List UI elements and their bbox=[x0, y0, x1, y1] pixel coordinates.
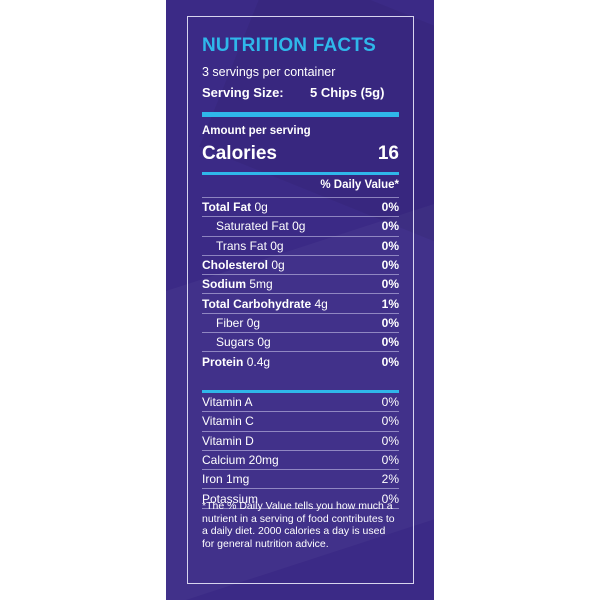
nutrient-list: Total Fat 0g 0% Saturated Fat 0g 0% Tran… bbox=[202, 197, 399, 371]
nutrient-name: Total Carbohydrate bbox=[202, 296, 312, 311]
nutrient-amount: 0g bbox=[257, 335, 271, 350]
vitamin-name: Vitamin D bbox=[202, 433, 254, 448]
nutrient-row: Sodium 5mg 0% bbox=[202, 274, 399, 293]
daily-value-header: % Daily Value* bbox=[320, 179, 399, 191]
vitamin-list: Vitamin A 0% Vitamin C 0% Vitamin D 0% C… bbox=[202, 393, 399, 509]
calories-row: Calories 16 bbox=[202, 143, 399, 165]
nutrient-amount: 0g bbox=[271, 258, 285, 273]
vitamin-row: Vitamin D 0% bbox=[202, 432, 399, 451]
nutrient-name: Sugars bbox=[216, 335, 255, 350]
nutrient-dv: 0% bbox=[381, 354, 399, 369]
label-panel bbox=[166, 0, 434, 600]
nutrient-name: Sodium bbox=[202, 277, 246, 292]
nutrient-name: Cholesterol bbox=[202, 258, 269, 273]
vitamin-dv: 0% bbox=[381, 395, 399, 410]
amount-per-serving: Amount per serving bbox=[202, 125, 311, 137]
serving-size-value: 5 Chips (5g) bbox=[310, 85, 385, 100]
vitamin-dv: 0% bbox=[381, 433, 399, 448]
divider-medium bbox=[202, 390, 399, 393]
nutrient-row: Cholesterol 0g 0% bbox=[202, 254, 399, 274]
vitamin-row: Potassium 0% bbox=[202, 489, 399, 509]
servings-per-container: 3 servings per container bbox=[202, 65, 336, 79]
nutrient-amount: 0.4g bbox=[246, 354, 271, 369]
nutrient-row: Fiber 0g 0% bbox=[202, 312, 399, 332]
nutrient-amount: 0g bbox=[292, 219, 306, 234]
nutrient-row: Saturated Fat 0g 0% bbox=[202, 216, 399, 235]
vitamin-name: Iron 1mg bbox=[202, 472, 250, 487]
nutrition-facts-label: NUTRITION FACTS 3 servings per container… bbox=[187, 16, 414, 584]
nutrient-dv: 0% bbox=[381, 315, 399, 330]
label-title: NUTRITION FACTS bbox=[202, 35, 376, 56]
divider-medium bbox=[202, 172, 399, 175]
nutrient-amount: 0g bbox=[270, 238, 284, 253]
nutrient-dv: 0% bbox=[381, 238, 399, 253]
nutrient-row: Protein 0.4g 0% bbox=[202, 351, 399, 370]
vitamin-row: Iron 1mg 2% bbox=[202, 470, 399, 490]
vitamin-row: Vitamin A 0% bbox=[202, 393, 399, 413]
nutrient-amount: 0g bbox=[254, 200, 268, 215]
nutrient-dv: 0% bbox=[381, 258, 399, 273]
vitamin-dv: 0% bbox=[381, 453, 399, 468]
nutrient-amount: 0g bbox=[246, 315, 261, 330]
nutrient-name: Saturated Fat bbox=[216, 219, 289, 234]
nutrient-row: Total Fat 0g 0% bbox=[202, 197, 399, 216]
vitamin-dv: 0% bbox=[381, 491, 399, 506]
vitamin-name: Potassium bbox=[202, 491, 259, 506]
nutrient-name: Trans Fat bbox=[216, 238, 267, 253]
nutrient-row: Trans Fat 0g 0% bbox=[202, 235, 399, 255]
nutrient-row: Sugars 0g 0% bbox=[202, 332, 399, 351]
nutrient-name: Protein bbox=[202, 354, 244, 369]
calories-value: 16 bbox=[377, 143, 399, 164]
vitamin-name: Vitamin C bbox=[202, 414, 254, 429]
nutrient-dv: 0% bbox=[381, 335, 399, 350]
vitamin-name: Vitamin A bbox=[202, 395, 253, 410]
calories-label: Calories bbox=[202, 143, 277, 164]
daily-value-footnote: *The % Daily Value tells you how much a … bbox=[202, 500, 395, 550]
nutrient-dv: 0% bbox=[381, 200, 399, 215]
vitamin-dv: 2% bbox=[381, 472, 399, 487]
nutrient-dv: 0% bbox=[381, 219, 399, 234]
serving-size: Serving Size: 5 Chips (5g) bbox=[202, 85, 399, 100]
nutrient-amount: 5mg bbox=[249, 277, 273, 292]
divider-thick bbox=[202, 112, 399, 117]
serving-size-label: Serving Size: bbox=[202, 85, 284, 100]
nutrient-name: Total Fat bbox=[202, 200, 252, 215]
vitamin-dv: 0% bbox=[381, 414, 399, 429]
nutrient-row: Total Carbohydrate 4g 1% bbox=[202, 293, 399, 312]
vitamin-name: Calcium 20mg bbox=[202, 453, 279, 468]
vitamin-row: Calcium 20mg 0% bbox=[202, 451, 399, 471]
nutrient-dv: 1% bbox=[381, 296, 399, 311]
nutrient-name: Fiber bbox=[216, 315, 244, 330]
vitamin-row: Vitamin C 0% bbox=[202, 412, 399, 432]
nutrient-amount: 4g bbox=[314, 296, 328, 311]
nutrient-dv: 0% bbox=[381, 277, 399, 292]
